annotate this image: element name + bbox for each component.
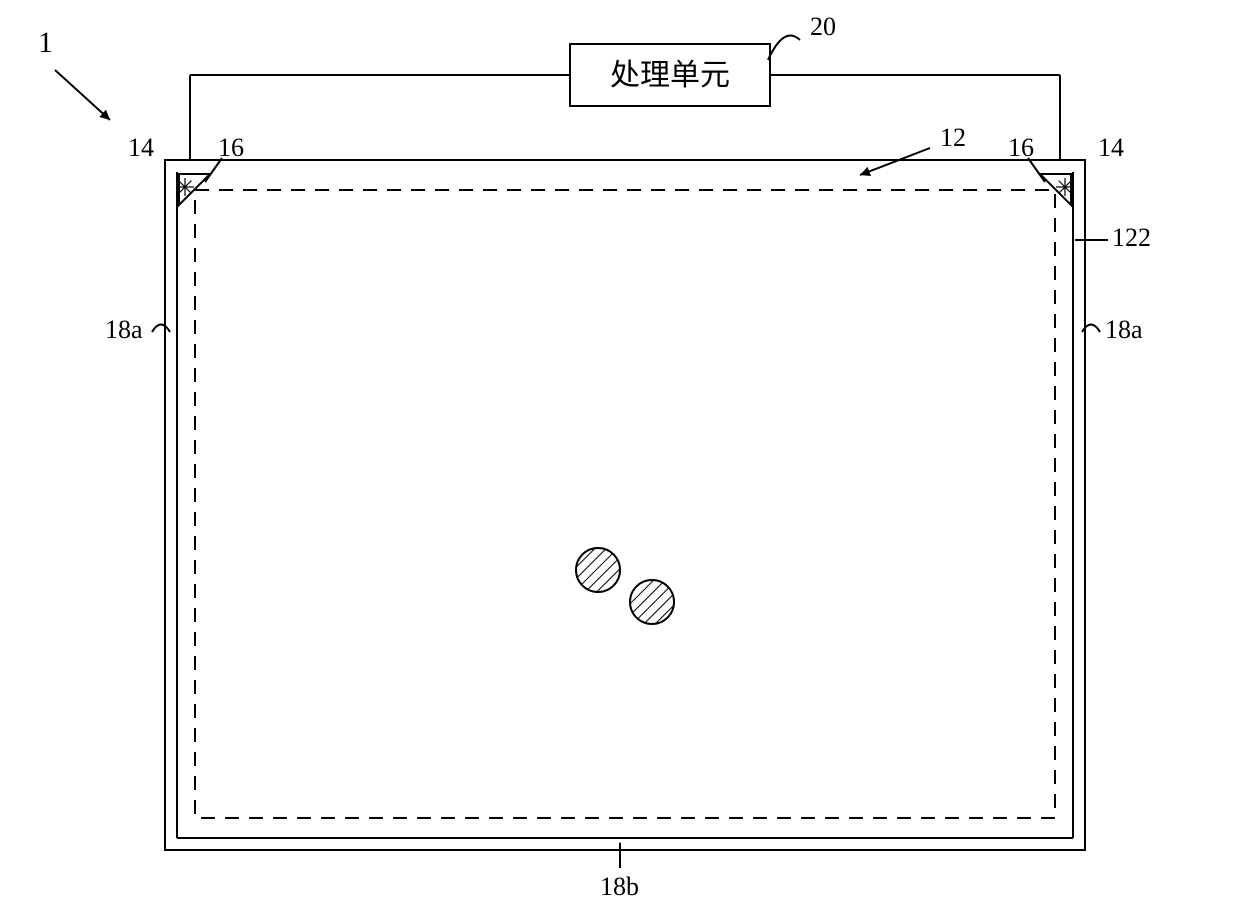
label-ref-14-right: 14 [1098,133,1124,162]
light-source-right-16 [1056,178,1074,196]
label-ref-18a-right: 18a [1105,315,1143,344]
label-ref-18b: 18b [600,872,639,901]
label-ref-14-left: 14 [128,133,154,162]
leader-ref-16-left [205,158,222,182]
label-ref-18a-left: 18a [105,315,143,344]
leader-ref-16-right [1028,158,1045,182]
processing-unit-label: 处理单元 [610,59,730,92]
label-ref-122: 122 [1112,223,1151,252]
leader-system-1 [55,70,110,120]
label-system-1: 1 [38,26,53,59]
light-source-left-16 [176,178,194,196]
leader-ref-18a-left [152,325,170,333]
label-ref-16-right: 16 [1008,133,1034,162]
label-ref-20: 20 [810,12,836,41]
label-ref-16-left: 16 [218,133,244,162]
label-ref-12: 12 [940,123,966,152]
touch-point-2 [630,580,674,624]
leader-ref-20 [768,36,800,61]
leader-ref-12 [860,148,930,175]
indication-area-122 [195,190,1055,818]
panel-frame-outer [165,160,1085,850]
touch-point-1 [576,548,620,592]
